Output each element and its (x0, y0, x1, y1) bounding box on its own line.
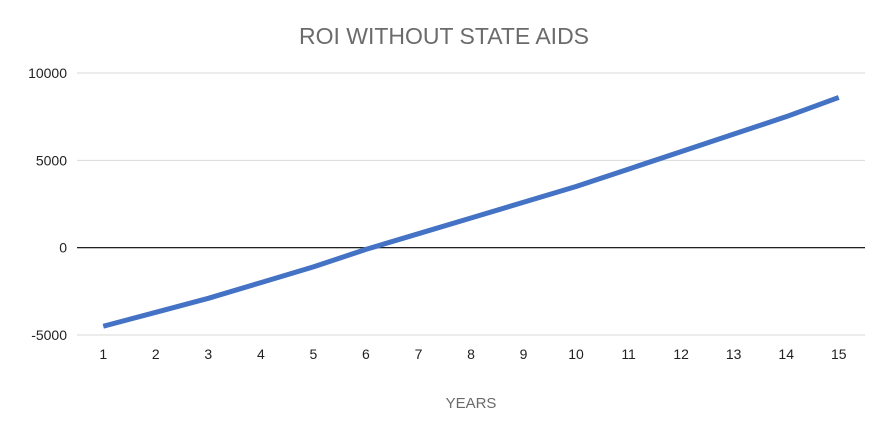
x-tick-label: 4 (257, 346, 265, 362)
x-tick-label: 3 (204, 346, 212, 362)
data-point (311, 264, 316, 269)
series-line-roi (102, 95, 840, 329)
gridlines (77, 72, 865, 336)
data-point (836, 95, 841, 100)
data-point (416, 231, 421, 236)
x-tick-label: 9 (520, 346, 528, 362)
x-axis-label: YEARS (446, 395, 497, 412)
data-point (731, 132, 736, 137)
x-tick-label: 1 (99, 346, 107, 362)
x-tick-label: 7 (415, 346, 423, 362)
data-point (784, 114, 789, 119)
y-tick-label: 0 (59, 240, 67, 256)
data-point (153, 310, 158, 315)
x-tick-label: 13 (726, 346, 742, 362)
x-tick-label: 5 (310, 346, 318, 362)
data-point (206, 296, 211, 301)
x-tick-label: 14 (778, 346, 794, 362)
x-tick-label: 8 (467, 346, 475, 362)
data-point (521, 200, 526, 205)
data-point (101, 324, 106, 329)
chart-title: ROI WITHOUT STATE AIDS (299, 23, 589, 49)
x-tick-label: 10 (568, 346, 584, 362)
data-point (469, 215, 474, 220)
x-tick-label: 15 (831, 346, 847, 362)
x-tick-label: 12 (673, 346, 689, 362)
data-point (258, 280, 263, 285)
x-tick-label: 2 (152, 346, 160, 362)
y-tick-label: 10000 (28, 65, 67, 81)
y-tick-label: -5000 (31, 327, 67, 343)
x-axis-ticks: 1 2 3 4 5 6 7 8 9 10 11 12 13 14 15 (99, 346, 846, 362)
series-layer (101, 95, 841, 329)
data-point (574, 184, 579, 189)
y-axis-ticks: 10000 5000 0 -5000 (28, 65, 67, 343)
data-point (679, 149, 684, 154)
data-point (363, 247, 368, 252)
x-tick-label: 11 (621, 346, 636, 362)
data-point (626, 167, 631, 172)
y-tick-label: 5000 (36, 152, 67, 168)
x-tick-label: 6 (362, 346, 370, 362)
